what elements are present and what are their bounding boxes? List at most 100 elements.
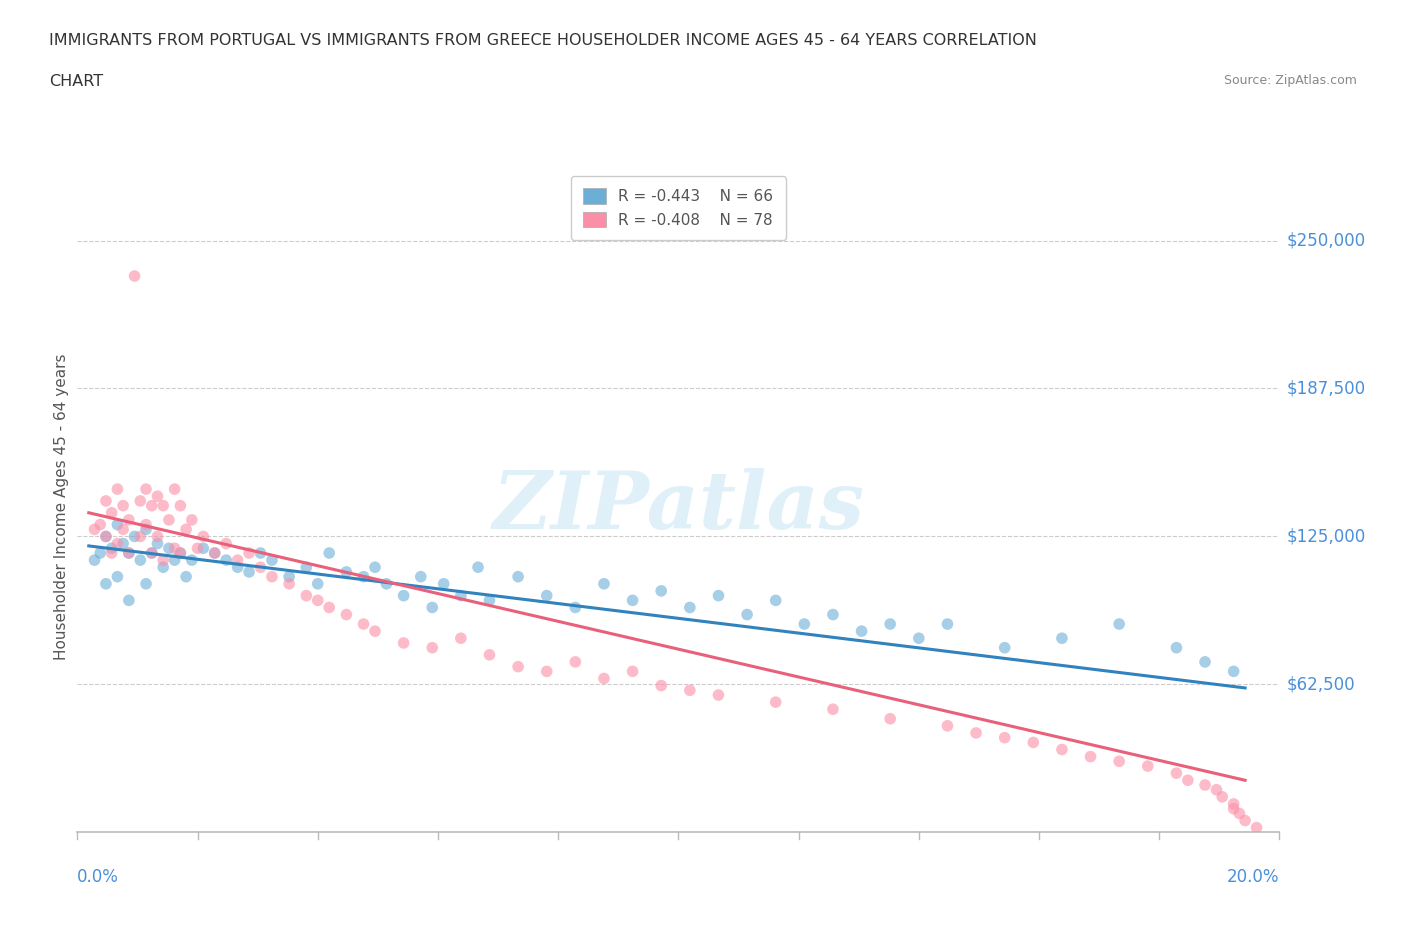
- Point: [174, 569, 197, 584]
- Point: [100, 541, 122, 556]
- Point: [679, 683, 702, 698]
- Point: [146, 489, 169, 504]
- Point: [163, 541, 186, 556]
- Point: [335, 607, 357, 622]
- Point: [1205, 782, 1227, 797]
- Point: [536, 664, 558, 679]
- Point: [180, 512, 202, 527]
- Point: [506, 569, 529, 584]
- Point: [89, 517, 111, 532]
- Point: [392, 588, 415, 603]
- Point: [163, 552, 186, 567]
- Text: $125,000: $125,000: [1286, 527, 1365, 545]
- Point: [478, 593, 501, 608]
- Point: [1136, 759, 1159, 774]
- Point: [226, 560, 249, 575]
- Text: $250,000: $250,000: [1286, 232, 1365, 249]
- Point: [112, 536, 135, 551]
- Point: [238, 546, 260, 561]
- Point: [364, 560, 387, 575]
- Legend: R = -0.443    N = 66, R = -0.408    N = 78: R = -0.443 N = 66, R = -0.408 N = 78: [571, 176, 786, 240]
- Text: Source: ZipAtlas.com: Source: ZipAtlas.com: [1223, 74, 1357, 87]
- Point: [83, 552, 105, 567]
- Point: [278, 569, 301, 584]
- Text: 20.0%: 20.0%: [1227, 868, 1279, 885]
- Point: [83, 522, 105, 537]
- Point: [735, 607, 758, 622]
- Point: [1246, 820, 1268, 835]
- Point: [135, 482, 157, 497]
- Point: [650, 583, 672, 598]
- Point: [450, 588, 472, 603]
- Point: [621, 664, 644, 679]
- Point: [420, 600, 443, 615]
- Point: [100, 505, 122, 520]
- Point: [564, 600, 586, 615]
- Point: [1166, 765, 1188, 780]
- Point: [260, 569, 283, 584]
- Point: [135, 522, 157, 537]
- Point: [1050, 742, 1073, 757]
- Point: [1177, 773, 1199, 788]
- Point: [295, 560, 318, 575]
- Point: [94, 494, 117, 509]
- Point: [1050, 631, 1073, 645]
- Point: [936, 718, 959, 733]
- Point: [433, 577, 456, 591]
- Point: [307, 593, 329, 608]
- Point: [118, 546, 141, 561]
- Text: 0.0%: 0.0%: [77, 868, 120, 885]
- Point: [169, 546, 191, 561]
- Point: [1080, 750, 1102, 764]
- Point: [879, 617, 901, 631]
- Point: [215, 552, 238, 567]
- Point: [295, 588, 318, 603]
- Point: [107, 569, 129, 584]
- Point: [1166, 640, 1188, 655]
- Point: [353, 617, 375, 631]
- Point: [318, 546, 340, 561]
- Point: [1194, 777, 1216, 792]
- Point: [1194, 655, 1216, 670]
- Point: [107, 482, 129, 497]
- Point: [278, 577, 301, 591]
- Point: [392, 635, 415, 650]
- Point: [1222, 796, 1244, 811]
- Point: [307, 577, 329, 591]
- Point: [593, 577, 616, 591]
- Text: $62,500: $62,500: [1286, 675, 1355, 694]
- Point: [420, 640, 443, 655]
- Point: [124, 269, 146, 284]
- Point: [994, 640, 1017, 655]
- Point: [1222, 802, 1244, 817]
- Point: [1108, 617, 1130, 631]
- Point: [478, 647, 501, 662]
- Point: [226, 552, 249, 567]
- Point: [564, 655, 586, 670]
- Point: [193, 541, 215, 556]
- Point: [152, 552, 174, 567]
- Point: [152, 498, 174, 513]
- Point: [908, 631, 931, 645]
- Point: [157, 512, 180, 527]
- Point: [94, 577, 117, 591]
- Point: [129, 529, 152, 544]
- Point: [364, 624, 387, 639]
- Point: [118, 546, 141, 561]
- Point: [107, 517, 129, 532]
- Point: [193, 529, 215, 544]
- Point: [467, 560, 489, 575]
- Point: [506, 659, 529, 674]
- Point: [335, 565, 357, 579]
- Point: [118, 512, 141, 527]
- Point: [707, 687, 730, 702]
- Y-axis label: Householder Income Ages 45 - 64 years: Householder Income Ages 45 - 64 years: [53, 353, 69, 660]
- Point: [112, 498, 135, 513]
- Point: [879, 711, 901, 726]
- Point: [249, 546, 271, 561]
- Point: [141, 498, 163, 513]
- Point: [249, 560, 271, 575]
- Point: [1229, 806, 1251, 821]
- Point: [157, 541, 180, 556]
- Text: IMMIGRANTS FROM PORTUGAL VS IMMIGRANTS FROM GREECE HOUSEHOLDER INCOME AGES 45 - : IMMIGRANTS FROM PORTUGAL VS IMMIGRANTS F…: [49, 33, 1038, 47]
